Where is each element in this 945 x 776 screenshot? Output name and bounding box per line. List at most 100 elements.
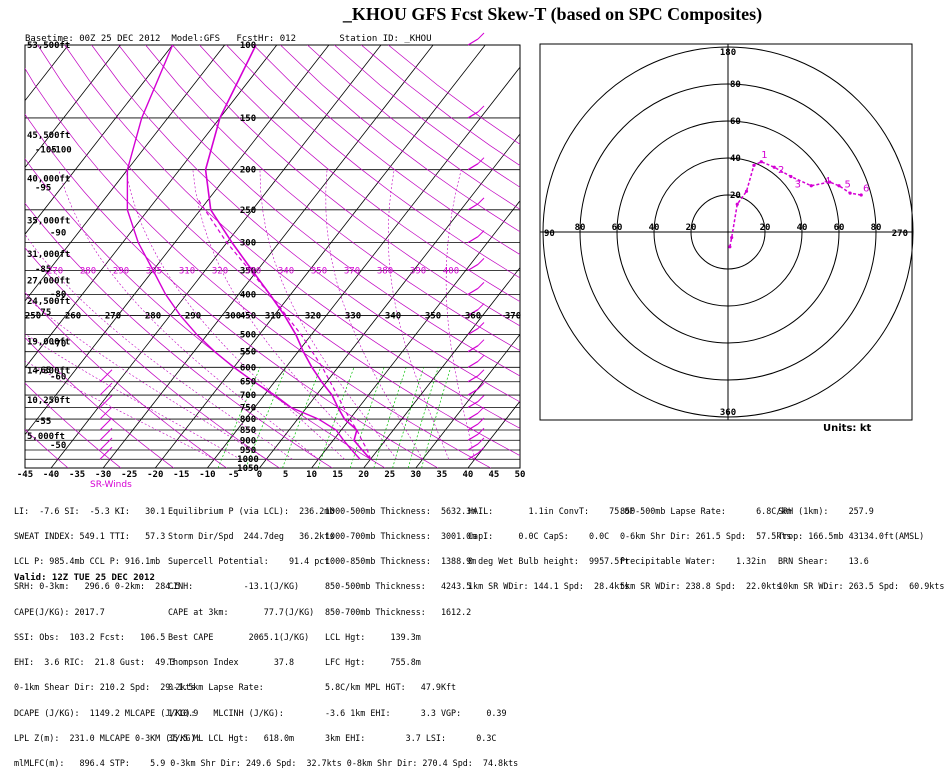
hodo-point (728, 245, 732, 249)
srwinds-label: SR-Winds (90, 480, 132, 490)
hodo-axis-label: 270 (892, 229, 908, 239)
wind-barb (467, 38, 479, 46)
left-temp-label: -60 (50, 372, 66, 382)
hodo-point-label: 2 (778, 165, 784, 176)
hodo-ring-label: 60 (612, 223, 623, 233)
index-line: Equilibrium P (via LCL): 236.2mb (168, 505, 335, 516)
model-label: Model: (171, 34, 204, 44)
wind-barb (467, 163, 479, 171)
thetae-label: 310 (179, 266, 195, 276)
moist-adiabat (259, 169, 397, 460)
dry-adiabat (91, 45, 520, 403)
wind-barb (467, 328, 479, 336)
x-tick-label: 20 (358, 470, 369, 480)
theta-label: 370 (505, 312, 521, 322)
wind-barb (477, 382, 485, 390)
isotherm (259, 133, 520, 468)
left-temp-label: -85 (35, 265, 51, 275)
thetae-label: 290 (113, 266, 129, 276)
hodo-point (837, 184, 841, 188)
left-temp-label: -105 (35, 145, 57, 155)
index-line: -3.6 1km EHI: 3.3 VGP: 0.39 (325, 707, 507, 718)
pressure-label: 350 (240, 266, 256, 276)
thetae-label: 390 (410, 266, 426, 276)
pressure-label: 600 (240, 363, 256, 373)
baseline-value: 00Z 25 DEC 2012 (79, 34, 161, 44)
dry-adiabat (25, 429, 69, 468)
wind-barb (467, 360, 479, 368)
hodo-ring-label: 80 (575, 223, 586, 233)
hodo-ring-label: 20 (686, 223, 697, 233)
wind-barb (467, 433, 479, 441)
x-tick-label: -40 (43, 470, 59, 480)
hodo-ring-label: 40 (797, 223, 808, 233)
pressure-label: 100 (240, 41, 256, 51)
index-line: CapI: 0.0C CapS: 0.0C (468, 531, 610, 542)
wind-barb (477, 369, 485, 377)
isotherm (25, 45, 121, 169)
isotherm (415, 333, 520, 468)
index-line: Precipitable Water: 1.32in (620, 556, 767, 567)
index-line: Storm Dir/Spd 244.7deg 36.2kts (168, 531, 335, 542)
hodo-ring-label: 20 (730, 191, 741, 201)
dry-adiabat (25, 382, 122, 468)
sr-wind-barb (99, 446, 113, 460)
x-tick-label: -35 (69, 470, 85, 480)
theta-label: 260 (65, 312, 81, 322)
thetae-label: 270 (47, 266, 63, 276)
x-tick-label: -25 (121, 470, 137, 480)
pressure-label: 400 (240, 290, 256, 300)
pressure-label: 850 (240, 426, 256, 436)
wind-barb (467, 111, 479, 119)
index-line: mlMLFC(m): 896.4 STP: 5.9 0-3km Shr Dir:… (14, 758, 519, 768)
moist-adiabat (58, 169, 319, 460)
thetae-label: 320 (212, 266, 228, 276)
x-tick-label: 15 (332, 470, 343, 480)
isotherm (311, 200, 520, 468)
mixing-ratio-line (349, 367, 385, 468)
theta-label: 310 (265, 312, 281, 322)
wind-barb (477, 406, 485, 414)
hodo-point (735, 202, 739, 206)
x-tick-label: 0 (257, 470, 262, 480)
x-tick-label: 30 (410, 470, 421, 480)
mixing-ratio-line (282, 367, 321, 468)
hodo-point (848, 191, 852, 195)
index-line: 5.8C/km MPL HGT: 47.9Kft (325, 682, 457, 693)
x-tick-label: -30 (95, 470, 111, 480)
height-label: 40,000ft (27, 174, 70, 184)
hodo-point (789, 174, 793, 179)
index-line: 3km EHI: 3.7 LSI: 0.3C (325, 732, 497, 743)
hodo-ring-label: 60 (834, 223, 845, 233)
isotherm (102, 45, 434, 468)
hodo-point (752, 163, 756, 167)
hodo-axis-label: 180 (720, 48, 736, 58)
x-tick-label: -20 (147, 470, 163, 480)
page-title: _KHOU GFS Fcst Skew-T (based on SPC Comp… (342, 4, 763, 24)
wind-barb (467, 203, 479, 211)
x-tick-label: 50 (515, 470, 526, 480)
index-line: 850-700mb Thickness: 1612.2 (325, 606, 472, 617)
station-label: Station ID: (339, 34, 399, 44)
index-line: LI: -7.6 SI: -5.3 KI: 30.1 (14, 505, 166, 516)
wind-barb (477, 32, 485, 40)
index-line: 0-1.5km Lapse Rate: (168, 682, 264, 693)
baseline-label: Basetime: (25, 34, 74, 44)
wind-barb (477, 354, 485, 362)
index-line: 0 deg Wet Bulb height: 9957.5ft (468, 556, 630, 567)
dry-adiabat (253, 45, 520, 256)
wind-barb (467, 452, 479, 460)
hodo-point-label: 6 (863, 183, 869, 194)
height-label: 35,000ft (27, 216, 70, 226)
x-tick-label: -5 (228, 470, 239, 480)
wind-barb (477, 258, 485, 265)
index-line: BRN Shear: 13.6 (778, 556, 869, 567)
station-value: _KHOU (404, 34, 432, 44)
wind-barb (477, 322, 485, 329)
sr-wind-barb (99, 395, 113, 408)
wind-barb (477, 427, 485, 435)
fcsthr-label: FcstHr: (236, 34, 275, 44)
moist-adiabat (25, 295, 267, 460)
hodo-point-label: 3 (795, 180, 801, 191)
thetae-label: 305 (146, 266, 162, 276)
